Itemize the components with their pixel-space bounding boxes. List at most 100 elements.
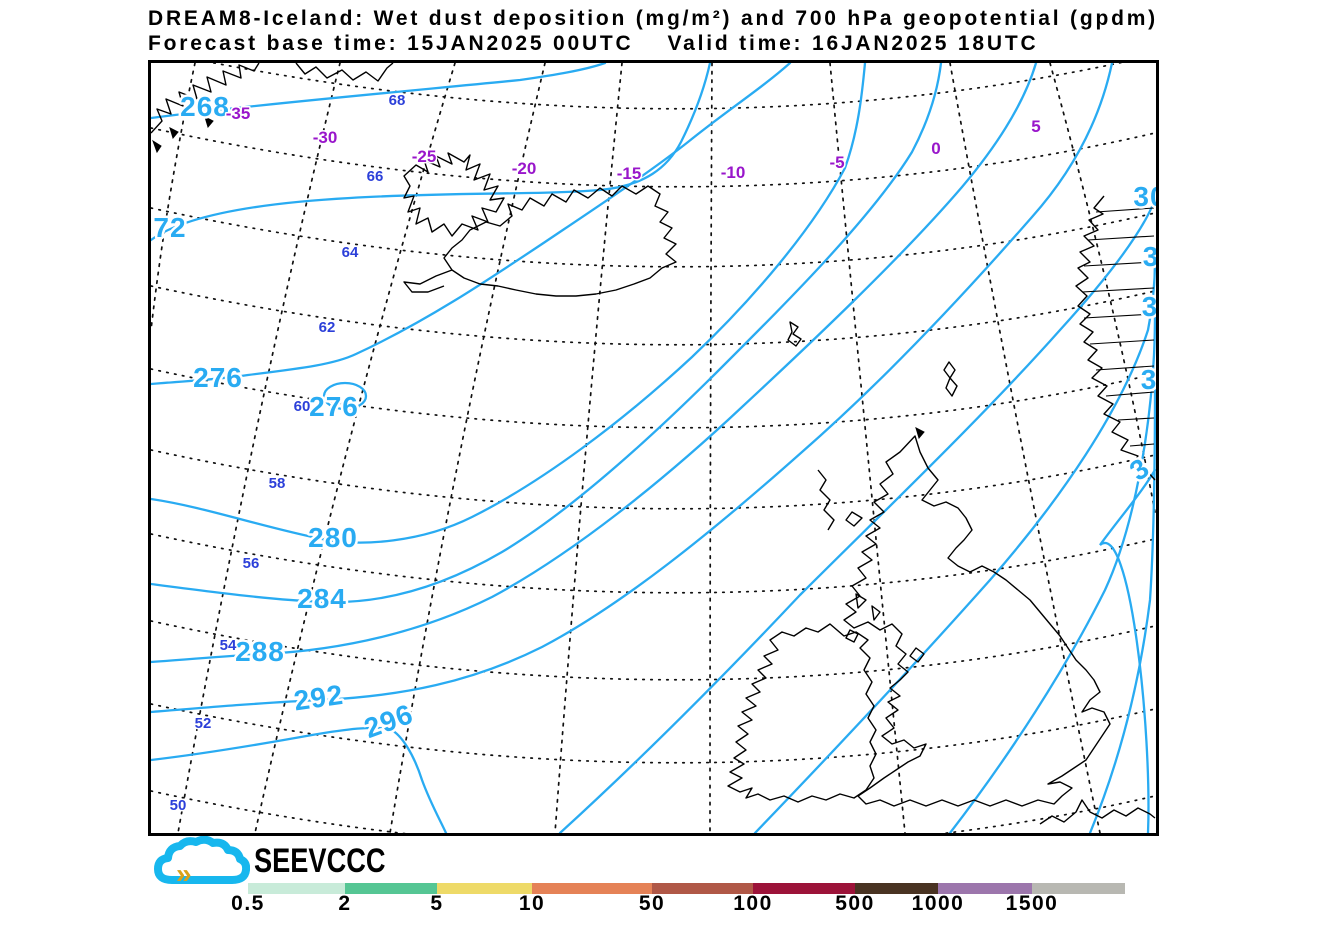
norway-fjords	[1081, 207, 1155, 447]
longitude-label: 5	[1031, 117, 1040, 136]
ireland-coast	[727, 623, 877, 803]
legend-color-segment	[437, 883, 532, 894]
map-panel: 26872276276280284288292296303333 6866646…	[148, 60, 1159, 836]
latitude-label: 50	[170, 797, 187, 814]
contour-300	[558, 200, 1156, 833]
forecast-map: 26872276276280284288292296303333 6866646…	[151, 63, 1156, 833]
faroe-islands	[787, 321, 802, 347]
geopotential-contour-label: 3	[1143, 241, 1156, 272]
parallel-68n	[210, 63, 1123, 110]
geopotential-contour-label: 296	[360, 698, 417, 744]
legend-value-label: 1000	[911, 892, 965, 915]
norway-coast	[1075, 195, 1156, 481]
geopotential-contour-label: 276	[193, 362, 243, 393]
parallel-62n	[151, 285, 1156, 346]
latitude-label: 58	[269, 475, 286, 492]
meridian-0	[949, 63, 1101, 833]
geopotential-contour-label: 3	[1141, 364, 1156, 395]
latitude-label: 62	[319, 319, 336, 336]
graticule-meridians	[151, 63, 1156, 833]
valid-time: Valid time: 16JAN2025 18UTC	[667, 32, 1039, 55]
longitude-label: -35	[226, 104, 251, 123]
seevccc-logo-text: SEEVCCC	[254, 842, 386, 880]
geopotential-contour-label: 288	[235, 636, 285, 667]
legend-value-label: 5	[430, 892, 444, 915]
meridian-10w	[709, 63, 713, 833]
legend-color-segment	[753, 883, 855, 894]
parallel-66n	[151, 127, 1156, 188]
greenland-coast-upper	[295, 63, 394, 82]
geopotential-contours	[151, 63, 1156, 833]
contour-312	[1088, 383, 1156, 833]
contour-316	[1099, 468, 1156, 833]
parallel-56n	[151, 533, 1156, 594]
latitude-label: 68	[389, 92, 406, 109]
legend-value-label: 100	[733, 892, 773, 915]
iceland-reykjanes	[403, 269, 453, 293]
title-spacer	[634, 32, 668, 56]
coastlines	[151, 63, 1156, 825]
contour-308	[948, 308, 1156, 833]
latitude-label: 54	[220, 637, 237, 654]
geopotential-contour-label: 280	[308, 522, 358, 553]
latitude-label: 60	[294, 398, 311, 415]
legend-value-label: 10	[518, 892, 546, 915]
parallel-54n	[151, 620, 1156, 681]
legend-value-label: 1500	[1005, 892, 1059, 915]
contour-268	[151, 63, 607, 120]
meridian-5e	[1049, 63, 1156, 513]
legend-value-label: 50	[638, 892, 666, 915]
isle-of-man	[909, 647, 925, 663]
contour-296	[151, 726, 448, 833]
parallel-64n	[151, 207, 1156, 268]
france-coast	[1039, 799, 1156, 825]
contour-304	[753, 258, 1156, 833]
legend-value-label: 2	[338, 892, 352, 915]
contour-292	[151, 63, 1114, 714]
legend-color-segment	[938, 883, 1032, 894]
contour-272	[151, 63, 712, 242]
seevccc-logo: » SEEVCCC	[150, 835, 386, 892]
greenland-coast	[151, 63, 260, 134]
longitude-label: -25	[412, 147, 437, 166]
legend-color-segment	[1032, 883, 1125, 894]
great-britain-coast	[843, 435, 1111, 807]
greenland-island-2	[169, 127, 179, 140]
map-subtitle: Forecast base time: 15JAN2025 00UTC Valid…	[148, 32, 1038, 56]
latitude-label: 66	[367, 168, 384, 185]
isle-of-skye	[845, 511, 863, 527]
legend-color-segment	[652, 883, 753, 894]
meridian-15w	[554, 63, 623, 833]
geopotential-contour-label: 72	[153, 212, 186, 243]
meridian-20w	[389, 63, 546, 833]
longitude-label: 0	[931, 139, 940, 158]
meridian-35w	[151, 63, 196, 331]
map-title: DREAM8-Iceland: Wet dust deposition (mg/…	[148, 7, 1158, 30]
contour-284	[151, 63, 943, 604]
legend-color-segment	[855, 883, 938, 894]
geopotential-contour-label: 284	[297, 583, 347, 614]
forecast-base-time: Forecast base time: 15JAN2025 00UTC	[148, 32, 634, 55]
latitude-label: 64	[342, 244, 359, 261]
longitude-label: -10	[721, 163, 746, 182]
longitude-label: -5	[829, 153, 844, 172]
islay-jura	[855, 593, 881, 621]
legend-value-label: 0.5	[231, 892, 265, 915]
orkney-islands	[915, 427, 925, 440]
geopotential-contour-label: 3	[1142, 291, 1156, 322]
iceland-westfjords	[403, 152, 505, 237]
geopotential-contour-label: 3	[1124, 452, 1155, 487]
geopotential-contour-label: 292	[292, 679, 346, 717]
contour-276-closed-low	[322, 381, 368, 411]
contour-276	[151, 63, 792, 386]
longitude-label: -20	[512, 159, 537, 178]
lough-neagh	[845, 629, 859, 643]
svg-text:»: »	[176, 858, 192, 889]
parallel-58n	[151, 449, 1156, 510]
contour-288	[151, 63, 1038, 664]
longitude-label-layer: -35 -30 -25 -20 -15 -10 -5 0 5	[224, 103, 1042, 185]
outer-hebrides	[817, 469, 835, 531]
latitude-label: 56	[243, 555, 260, 572]
